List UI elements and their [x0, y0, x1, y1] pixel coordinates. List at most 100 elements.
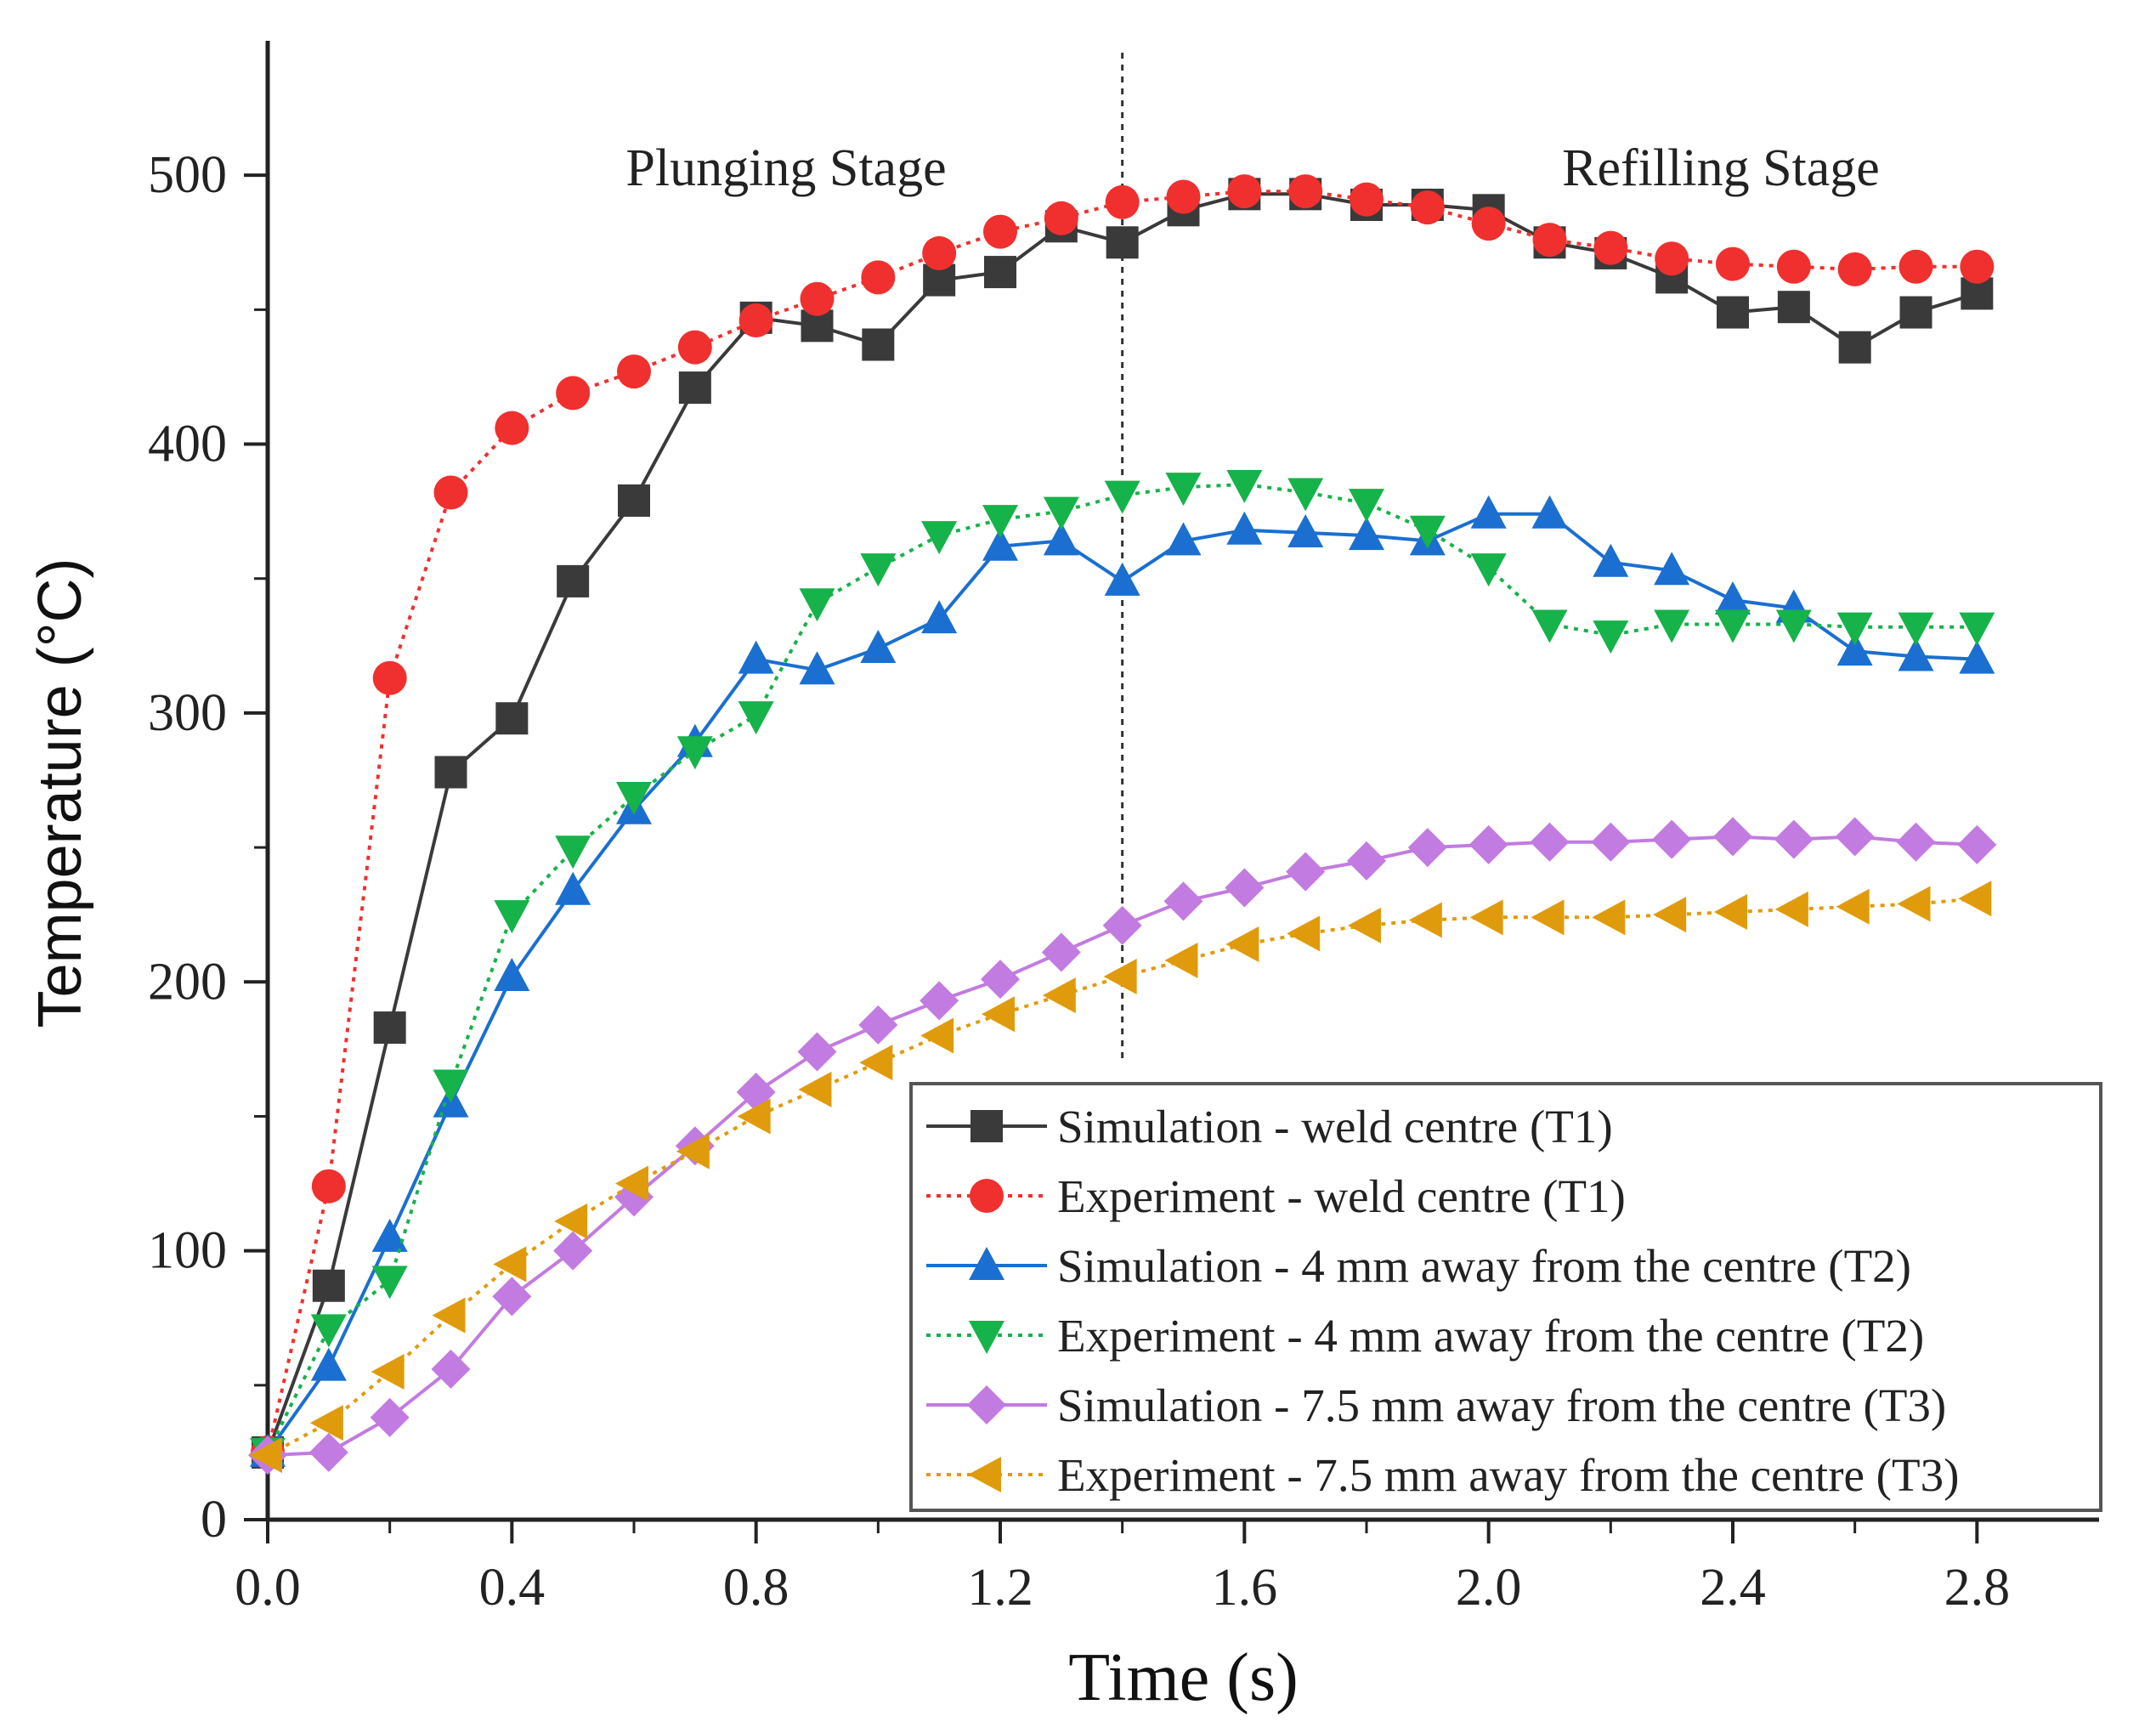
data-point	[800, 281, 835, 316]
data-point	[1655, 241, 1689, 276]
data-point	[1715, 609, 1751, 643]
data-point	[922, 235, 957, 270]
data-point	[371, 1218, 408, 1252]
legend-label: Experiment - weld centre (T1)	[1057, 1170, 1626, 1222]
x-tick-label: 0.4	[479, 1559, 546, 1617]
data-point	[1226, 511, 1263, 545]
legend-marker	[969, 1321, 1004, 1354]
data-point	[618, 484, 650, 517]
plot-axes	[244, 41, 2099, 1543]
data-point	[799, 588, 835, 622]
series-layer	[248, 174, 1997, 1475]
tick-labels: 0.0 0.4 0.8 1.2 1.6 2.0 2.4 2.8 0 100 200 300 400 500	[148, 146, 2010, 1617]
data-point	[555, 835, 591, 869]
data-point	[678, 371, 711, 405]
data-point	[1165, 522, 1202, 556]
data-point	[1716, 246, 1750, 281]
data-point	[1836, 612, 1873, 646]
data-point	[1286, 852, 1326, 892]
data-point	[738, 303, 773, 338]
data-point	[1348, 907, 1381, 943]
data-point	[738, 701, 774, 735]
legend-marker	[969, 1247, 1004, 1280]
data-point	[738, 640, 774, 674]
data-point	[1349, 489, 1384, 523]
data-point	[799, 651, 835, 685]
data-point	[1777, 291, 1810, 324]
data-point	[860, 629, 897, 663]
data-point	[1958, 881, 1992, 917]
data-point	[1106, 226, 1139, 259]
data-point	[984, 256, 1016, 289]
data-point	[1041, 932, 1081, 972]
data-point	[1593, 543, 1629, 577]
data-point	[1530, 822, 1570, 862]
data-point	[1287, 478, 1324, 512]
data-point	[1713, 817, 1752, 857]
data-point	[1471, 207, 1506, 241]
data-point	[372, 660, 407, 695]
data-point	[373, 1011, 406, 1045]
data-point	[1532, 223, 1567, 258]
data-point	[921, 521, 958, 555]
data-point	[1836, 888, 1870, 925]
data-point	[1960, 249, 1995, 284]
data-point	[1408, 902, 1442, 938]
data-point	[1717, 296, 1749, 329]
data-point	[1407, 828, 1447, 868]
data-point	[555, 871, 591, 905]
data-point	[1959, 640, 1995, 674]
y-tick-label: 200	[148, 953, 227, 1011]
data-point	[798, 1071, 832, 1107]
data-point	[1531, 495, 1568, 529]
data-point	[1287, 915, 1321, 952]
legend-label: Simulation - 7.5 mm away from the centre…	[1057, 1379, 1946, 1431]
data-point	[433, 1069, 469, 1103]
x-tick-label: 1.2	[967, 1559, 1033, 1617]
data-point	[982, 996, 1015, 1033]
data-point	[1042, 977, 1076, 1014]
data-point	[1349, 517, 1384, 551]
data-point	[492, 1277, 532, 1317]
data-point	[1470, 553, 1507, 587]
data-point	[1899, 249, 1933, 284]
data-point	[1774, 891, 1808, 927]
data-point	[1225, 926, 1259, 962]
data-point	[434, 756, 467, 789]
series-2	[250, 495, 1995, 1467]
x-tick-label: 2.0	[1456, 1559, 1522, 1617]
data-point	[1776, 249, 1811, 284]
data-point	[860, 553, 897, 587]
data-point	[554, 1203, 588, 1239]
data-point	[371, 1354, 405, 1390]
series-5	[249, 881, 1992, 1474]
data-point	[1898, 612, 1934, 646]
y-tick-label: 100	[148, 1222, 227, 1280]
data-point	[1225, 868, 1265, 908]
data-point	[1837, 252, 1872, 286]
data-point	[1957, 824, 1997, 864]
x-axis-title: Time (s)	[1068, 1640, 1298, 1715]
data-point	[737, 1098, 771, 1135]
data-point	[1044, 201, 1078, 235]
data-point	[921, 600, 958, 634]
data-point	[1593, 620, 1629, 654]
y-tick-label: 400	[148, 416, 227, 473]
data-point	[1469, 899, 1503, 936]
legend-label: Simulation - 4 mm away from the centre (…	[1057, 1240, 1911, 1292]
data-point	[797, 1032, 837, 1072]
data-point	[1287, 513, 1324, 547]
data-point	[493, 1246, 527, 1283]
data-point	[494, 900, 530, 934]
data-point	[1409, 515, 1446, 549]
data-point	[920, 1017, 954, 1054]
data-point	[1653, 897, 1687, 933]
legend-marker	[970, 1110, 1003, 1142]
data-point	[1654, 609, 1690, 643]
data-point	[676, 1133, 710, 1169]
data-point	[1838, 331, 1871, 364]
data-point	[495, 411, 529, 445]
data-point	[310, 1347, 347, 1381]
legend-marker	[967, 1385, 1006, 1424]
data-point	[1166, 179, 1201, 214]
